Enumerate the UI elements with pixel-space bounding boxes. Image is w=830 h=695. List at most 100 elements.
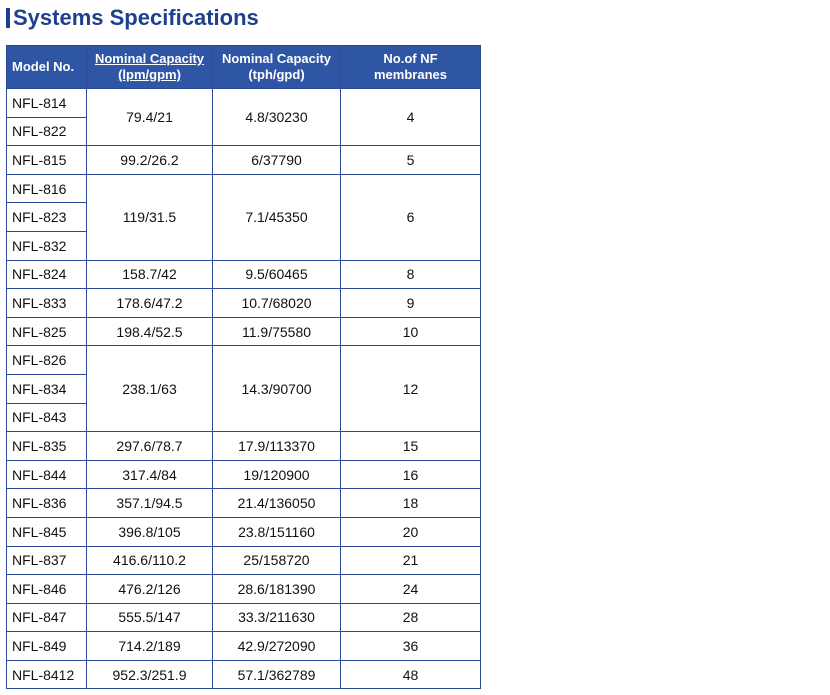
lpm-gpm-cell: 952.3/251.9 [86,659,213,690]
model-cell: NFL-814 [6,88,87,118]
lpm-gpm-cell: 178.6/47.2 [86,288,213,318]
tph-gpd-cell: 4.8/30230 [212,87,341,147]
lpm-gpm-cell: 396.8/105 [86,516,213,547]
model-cell: NFL-843 [6,402,87,433]
lpm-gpm-cell: 158.7/42 [86,259,213,290]
tph-gpd-cell: 19/120900 [212,459,341,490]
header-cell: Nominal Capacity (lpm/gpm) [86,45,213,89]
lpm-gpm-cell: 79.4/21 [86,87,213,147]
model-cell: NFL-826 [6,345,87,375]
header-text: Model No. [12,59,75,74]
membranes-cell: 4 [340,87,481,147]
model-cell: NFL-815 [6,145,87,175]
lpm-gpm-cell: 555.5/147 [86,602,213,633]
header-cell: No.of NF membranes [340,45,481,89]
membranes-cell: 24 [340,574,481,604]
title-bar [6,8,10,28]
table-row: NFL-847 555.5/147 33.3/211630 28 [6,602,481,633]
table-row: NFL-822 [6,116,481,147]
model-cell: NFL-816 [6,173,87,204]
model-cell: NFL-846 [6,574,87,604]
lpm-gpm-cell: 714.2/189 [86,631,213,661]
table-row: NFL-825 198.4/52.5 11.9/75580 10 [6,316,481,347]
table-row: NFL-836 357.1/94.5 21.4/136050 18 [6,488,481,518]
membranes-cell: 15 [340,431,481,461]
model-cell: NFL-822 [6,116,87,147]
model-cell: NFL-836 [6,488,87,518]
header-row: Model No. Nominal Capacity (lpm/gpm) Nomina… [6,45,481,89]
membranes-cell: 20 [340,516,481,547]
lpm-gpm-cell: 357.1/94.5 [86,488,213,518]
lpm-gpm-cell: 317.4/84 [86,459,213,490]
model-cell: NFL-845 [6,516,87,547]
model-cell: NFL-849 [6,631,87,661]
table-row: NFL-824 158.7/42 9.5/60465 8 [6,259,481,290]
header-text: membranes [374,67,447,82]
membranes-cell: 5 [340,145,481,175]
membranes-cell: 28 [340,602,481,633]
header-cell: Nominal Capacity (tph/gpd) [212,45,341,89]
membranes-cell: 18 [340,488,481,518]
membranes-cell: 12 [340,345,481,433]
membranes-cell: 8 [340,259,481,290]
lpm-gpm-cell: 476.2/126 [86,574,213,604]
table-row: NFL-8412 952.3/251.9 57.1/362789 48 [6,659,481,690]
page-title-block: Systems Specifications [6,4,259,32]
tph-gpd-cell: 14.3/90700 [212,345,341,433]
model-cell: NFL-847 [6,602,87,633]
table-row: NFL-834 [6,373,481,404]
model-cell: NFL-824 [6,259,87,290]
table-row: NFL-833 178.6/47.2 10.7/68020 9 [6,288,481,318]
model-cell: NFL-834 [6,373,87,404]
tph-gpd-cell: 42.9/272090 [212,631,341,661]
lpm-gpm-cell: 99.2/26.2 [86,145,213,175]
page-title: Systems Specifications [13,5,259,30]
lpm-gpm-cell: 416.6/110.2 [86,545,213,576]
tph-gpd-cell: 10.7/68020 [212,288,341,318]
model-cell: NFL-823 [6,202,87,232]
table-row: NFL-835 297.6/78.7 17.9/113370 15 [6,431,481,461]
lpm-gpm-cell: 198.4/52.5 [86,316,213,347]
header-text: Nominal Capacity [94,51,205,66]
membranes-cell: 10 [340,316,481,347]
tph-gpd-cell: 33.3/211630 [212,602,341,633]
header-text: (lpm/gpm) [118,67,181,82]
tph-gpd-cell: 6/37790 [212,145,341,175]
tph-gpd-cell: 11.9/75580 [212,316,341,347]
model-cell: NFL-844 [6,459,87,490]
header-cell: Model No. [6,45,87,89]
membranes-cell: 6 [340,173,481,261]
model-cell: NFL-833 [6,288,87,318]
model-cell: NFL-837 [6,545,87,576]
spec-table: Model No. Nominal Capacity (lpm/gpm) Nomina… [6,45,481,690]
tph-gpd-cell: 21.4/136050 [212,488,341,518]
tph-gpd-cell: 9.5/60465 [212,259,341,290]
table-row: NFL-845 396.8/105 23.8/151160 20 [6,516,481,547]
table-row: NFL-815 99.2/26.2 6/37790 5 [6,145,481,175]
header-text: Nominal Capacity [221,51,332,66]
tph-gpd-cell: 57.1/362789 [212,659,341,690]
model-cell: NFL-832 [6,230,87,261]
model-cell: NFL-825 [6,316,87,347]
table-row: NFL-826 238.1/63 14.3/90700 12 [6,345,481,433]
header-text: (tph/gpd) [248,67,305,82]
table-row: NFL-823 [6,202,481,232]
membranes-cell: 21 [340,545,481,576]
table-row: NFL-846 476.2/126 28.6/181390 24 [6,574,481,604]
lpm-gpm-cell: 119/31.5 [86,173,213,261]
tph-gpd-cell: 7.1/45350 [212,173,341,261]
table-row: NFL-816 119/31.5 7.1/45350 6 [6,173,481,261]
membranes-cell: 36 [340,631,481,661]
table-row: NFL-849 714.2/189 42.9/272090 36 [6,631,481,661]
table-row: NFL-843 [6,402,481,433]
tph-gpd-cell: 28.6/181390 [212,574,341,604]
model-cell: NFL-835 [6,431,87,461]
table-body: NFL-814 79.4/21 4.8/30230 4 NFL-822 NFL-815 99… [6,87,481,690]
tph-gpd-cell: 25/158720 [212,545,341,576]
membranes-cell: 16 [340,459,481,490]
table-row: NFL-844 317.4/84 19/120900 16 [6,459,481,490]
lpm-gpm-cell: 297.6/78.7 [86,431,213,461]
membranes-cell: 9 [340,288,481,318]
tph-gpd-cell: 23.8/151160 [212,516,341,547]
